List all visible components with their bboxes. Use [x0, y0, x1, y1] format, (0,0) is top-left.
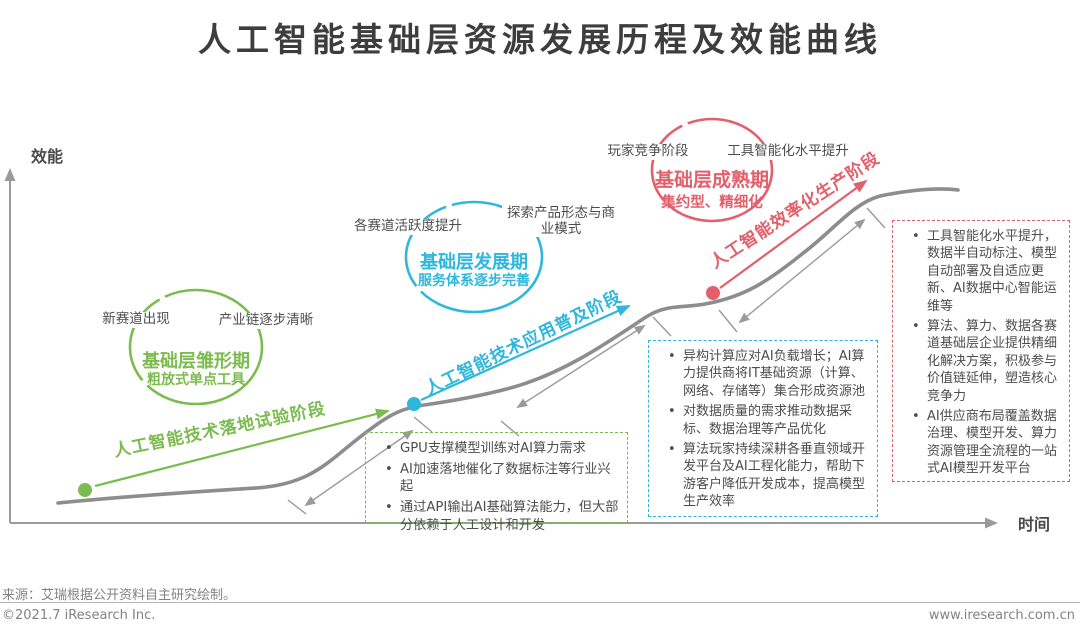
stage1-circle-subtitle: 粗放式单点工具: [147, 372, 245, 388]
transition-slash-3: [500, 420, 520, 437]
detail-item: 异构计算应对AI负载增长；AI算力提供商将IT基础资源（计算、网络、存储等）集合…: [668, 348, 871, 400]
annotation-player-competition: 玩家竞争阶段: [604, 143, 692, 160]
transition-slash-5: [718, 309, 738, 333]
transition-arrow-3: [738, 218, 866, 324]
page-title: 人工智能基础层资源发展历程及效能曲线: [198, 20, 882, 59]
stage1-dot: [78, 483, 92, 497]
detail-item: 算法、算力、数据各赛道基础层企业提供精细化解决方案，积极参与价值链延伸，塑造核心…: [912, 318, 1063, 405]
source-note: 来源：艾瑞根据公开资料自主研究绘制。: [2, 588, 237, 603]
stage1-detail-box: GPU支撑模型训练对AI算力需求 AI加速落地催化了数据标注等行业兴起 通过AP…: [365, 432, 628, 533]
annotation-new-track: 新赛道出现: [99, 311, 173, 328]
detail-item: AI加速落地催化了数据标注等行业兴起: [385, 461, 621, 496]
annotation-product-exploration: 探索产品形态与商业模式: [502, 205, 620, 238]
stage1-circle: [128, 288, 264, 406]
stage3-circle: [650, 117, 774, 223]
stage1-circle-title: 基础层雏形期: [142, 351, 250, 372]
copyright: ©2021.7 iResearch Inc.: [2, 608, 156, 623]
stage1-phase-arrow: [94, 408, 390, 488]
transition-slash-4: [652, 316, 672, 337]
website-url: www.iresearch.com.cn: [928, 608, 1075, 623]
annotation-industry-chain: 产业链逐步清晰: [215, 312, 317, 329]
stage3-detail-box: 工具智能化水平提升，数据半自动标注、模型自动部署及自适应更新、AI数据中心智能运…: [892, 220, 1070, 482]
detail-item: 通过API输出AI基础算法能力，但大部分依赖于人工设计和开发: [385, 499, 621, 534]
detail-item: GPU支撑模型训练对AI算力需求: [385, 440, 621, 458]
detail-item: AI供应商布局覆盖数据治理、模型开发、算力资源管理全流程的一站式AI模型开发平台: [912, 408, 1063, 478]
stage2-detail-box: 异构计算应对AI负载增长；AI算力提供商将IT基础资源（计算、网络、存储等）集合…: [648, 340, 878, 517]
stage2-circle-subtitle: 服务体系逐步完善: [418, 273, 530, 289]
stage2-circle-title: 基础层发展期: [420, 252, 528, 273]
stage2-circle: [404, 200, 544, 314]
stage1-detail-list: GPU支撑模型训练对AI算力需求 AI加速落地催化了数据标注等行业兴起 通过AP…: [366, 440, 625, 534]
detail-item: 工具智能化水平提升，数据半自动标注、模型自动部署及自适应更新、AI数据中心智能运…: [912, 228, 1063, 315]
detail-item: 算法玩家持续深耕各垂直领域开发平台及AI工程化能力，帮助下游客户降低开发成本，提…: [668, 441, 871, 511]
stage3-dot: [706, 286, 720, 300]
annotation-tool-intelligence: 工具智能化水平提升: [724, 143, 852, 160]
transition-slash-6: [866, 207, 886, 229]
stage3-circle-subtitle: 集约型、精细化: [661, 195, 763, 211]
transition-arrow-1: [304, 429, 414, 507]
transition-slash-2: [413, 416, 433, 433]
footer-divider: [0, 602, 1080, 603]
transition-slash-1: [287, 499, 307, 515]
annotation-track-activity: 各赛道活跃度提升: [351, 218, 465, 235]
stage2-dot: [407, 397, 421, 411]
stage3-detail-list: 工具智能化水平提升，数据半自动标注、模型自动部署及自适应更新、AI数据中心智能运…: [893, 228, 1067, 478]
x-axis-label: 时间: [1018, 515, 1051, 534]
stage3-circle-title: 基础层成熟期: [654, 169, 769, 191]
y-axis-label: 效能: [31, 147, 64, 166]
transition-arrow-2: [516, 324, 646, 409]
stage2-detail-list: 异构计算应对AI负载增长；AI算力提供商将IT基础资源（计算、网络、存储等）集合…: [649, 348, 875, 511]
detail-item: 对数据质量的需求推动数据采标、数据治理等产品优化: [668, 403, 871, 438]
